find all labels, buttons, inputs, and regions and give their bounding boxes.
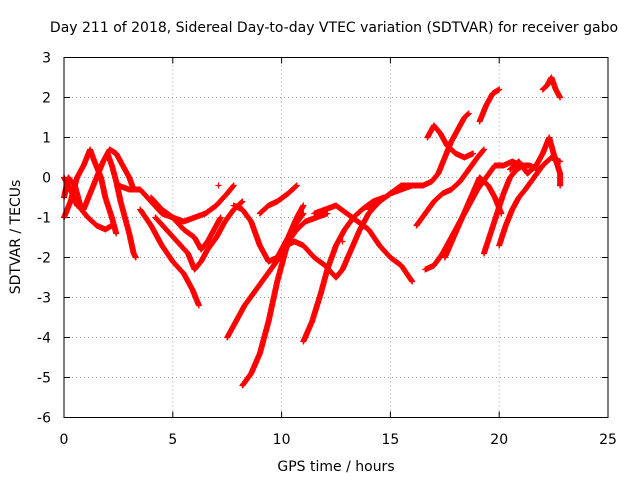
gridlines	[64, 57, 608, 418]
y-tick-label: 0	[42, 171, 51, 187]
y-tick-label: -6	[37, 411, 51, 427]
y-tick-label: 3	[42, 51, 51, 67]
series-arc-1	[61, 146, 120, 237]
series-arc-21	[476, 86, 503, 125]
data-point	[557, 182, 564, 189]
y-tick-label: 1	[42, 131, 51, 147]
series-arc-16	[365, 110, 472, 213]
data-point	[215, 182, 222, 189]
series-arc-25	[539, 74, 564, 101]
series-arc-8	[152, 198, 246, 273]
data-point	[300, 210, 307, 217]
y-tick-label: -4	[37, 331, 51, 347]
data-point	[230, 182, 237, 189]
series-arc-18	[413, 146, 487, 229]
series-arc-23	[496, 154, 564, 249]
x-tick-label: 25	[599, 432, 617, 448]
data-point	[292, 183, 299, 190]
y-tick-label: -1	[37, 211, 51, 227]
data-point	[300, 202, 307, 209]
chart-title: Day 211 of 2018, Sidereal Day-to-day VTE…	[50, 20, 618, 36]
data-point	[113, 230, 120, 237]
x-tick-label: 15	[381, 432, 399, 448]
data-point	[480, 146, 487, 153]
y-tick-label: 2	[42, 91, 51, 107]
data-point	[464, 111, 471, 118]
y-axis-label: SDTVAR / TECUs	[8, 180, 24, 295]
y-tick-label: -5	[37, 371, 51, 387]
data-point	[496, 86, 503, 93]
data-point	[108, 222, 115, 229]
data-point	[299, 211, 306, 218]
series-arc-24	[507, 134, 564, 189]
data-point	[217, 214, 224, 221]
series-arc-4	[104, 150, 139, 261]
data-point	[557, 94, 564, 101]
x-tick-label: 10	[273, 432, 291, 448]
series-arc-19	[422, 158, 542, 273]
data-points	[61, 74, 564, 389]
x-tick-label: 0	[60, 432, 69, 448]
data-point	[230, 183, 237, 190]
series-arc-15	[311, 202, 416, 285]
series-arc-11	[239, 210, 307, 389]
x-axis-label: GPS time / hours	[277, 459, 394, 475]
data-point	[239, 198, 246, 205]
x-tick-labels: 0 5 10 15 20 25	[60, 432, 617, 448]
series-arc-6	[137, 206, 202, 309]
series-arc-13	[282, 182, 416, 281]
y-tick-label: -2	[37, 251, 51, 267]
data-point	[293, 182, 300, 189]
data-point	[470, 150, 477, 157]
x-tick-label: 5	[168, 432, 177, 448]
stray-points	[215, 182, 564, 245]
data-point	[339, 238, 346, 245]
data-point	[238, 199, 245, 206]
series-arc-12	[256, 182, 300, 217]
y-tick-label: -3	[37, 291, 51, 307]
x-tick-label: 20	[490, 432, 508, 448]
data-point	[480, 147, 487, 154]
data-point	[465, 110, 472, 117]
data-point	[409, 278, 416, 285]
series-arc-17	[424, 122, 477, 161]
data-point	[132, 254, 139, 261]
series-arc-7	[148, 194, 224, 253]
tick-marks	[63, 57, 609, 418]
plot-frame	[63, 57, 609, 418]
data-point	[195, 302, 202, 309]
y-tick-labels: -6 -5 -4 -3 -2 -1 0 1 2 3	[37, 51, 51, 427]
